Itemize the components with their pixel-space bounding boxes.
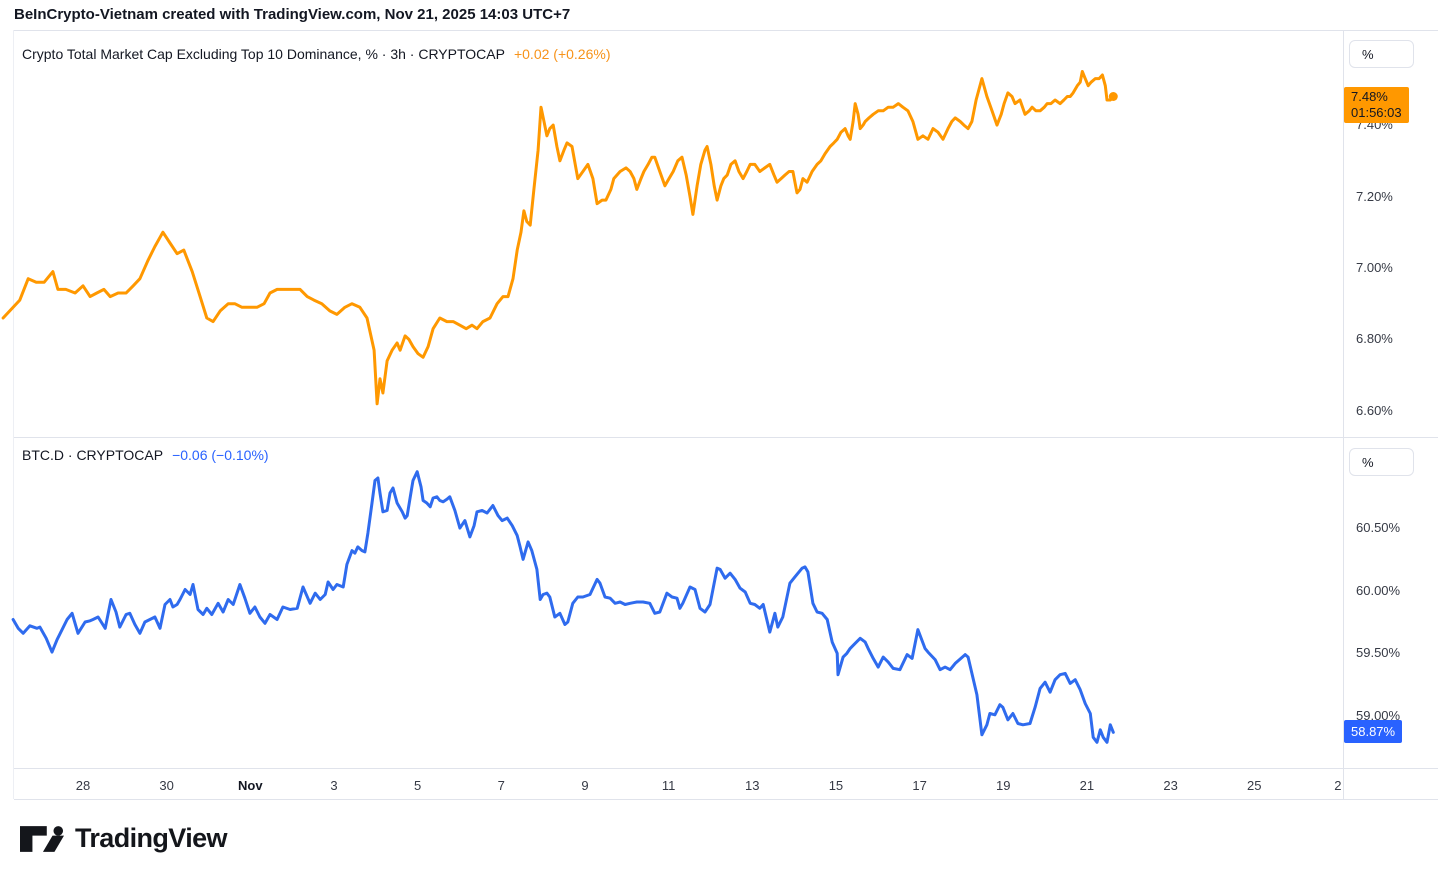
attribution-text: BeInCrypto-Vietnam created with TradingV… [14, 6, 571, 23]
time-tick-label: 3 [330, 778, 338, 793]
panel1-change-value: +0.02 (+0.26%) [513, 46, 611, 62]
time-tick-label: 17 [912, 778, 927, 793]
panel1-legend[interactable]: Crypto Total Market Cap Excluding Top 10… [22, 46, 610, 62]
panel2-title: BTC.D · CRYPTOCAP [22, 447, 164, 463]
price-tick-label: 60.50% [1356, 520, 1401, 536]
time-tick-label: 2 [1334, 778, 1342, 793]
series-line [11, 470, 1115, 744]
btc-dominance-chart[interactable] [0, 437, 1343, 768]
tradingview-logo-icon [20, 825, 64, 852]
plot-left-border [13, 30, 14, 799]
time-tick-label: 23 [1163, 778, 1178, 793]
series-line [1, 70, 1115, 406]
panel1-unit-percent-button[interactable]: % [1349, 40, 1414, 68]
price-axis-separator [1343, 30, 1344, 799]
panel1-unit-label: % [1362, 46, 1374, 62]
time-tick-label: 25 [1247, 778, 1262, 793]
price-tick-label: 7.00% [1356, 259, 1393, 275]
time-tick-label: 9 [581, 778, 589, 793]
time-axis-bottom-border [14, 799, 1438, 800]
time-tick-label: 11 [661, 778, 676, 793]
tradingview-wordmark: TradingView [75, 823, 228, 853]
panel1-last-price-badge: 7.48% 01:56:03 [1344, 87, 1409, 124]
time-axis[interactable] [14, 768, 1343, 799]
panel2-last-price: 58.87% [1351, 724, 1396, 740]
time-axis-top-border [14, 768, 1438, 769]
time-tick-label: 5 [414, 778, 422, 793]
panel1-bar-countdown: 01:56:03 [1351, 105, 1402, 121]
last-value-dot [1108, 92, 1118, 101]
panel2-legend[interactable]: BTC.D · CRYPTOCAP −0.06 (−0.10%) [22, 447, 269, 463]
time-tick-label: Nov [238, 778, 263, 793]
panel2-change-value: −0.06 (−0.10%) [172, 447, 269, 463]
market-cap-ex-top10-dominance-chart[interactable] [0, 30, 1343, 437]
time-tick-label: 19 [996, 778, 1011, 793]
price-tick-label: 59.00% [1356, 708, 1401, 723]
panel2-unit-percent-button[interactable]: % [1349, 448, 1414, 476]
price-tick-label: 7.20% [1356, 188, 1393, 204]
panel1-last-price: 7.48% [1351, 89, 1388, 105]
time-tick-label: 13 [745, 778, 760, 793]
tradingview-logo[interactable]: TradingView [20, 823, 228, 854]
time-tick-label: 15 [828, 778, 844, 793]
time-tick-label: 30 [159, 778, 174, 793]
time-tick-label: 21 [1079, 778, 1095, 793]
time-tick-label: 7 [497, 778, 505, 793]
price-tick-label: 6.60% [1356, 402, 1393, 418]
time-tick-label: 28 [75, 778, 91, 793]
price-tick-label: 59.50% [1356, 645, 1401, 661]
panel2-last-price-badge: 58.87% [1344, 720, 1403, 744]
panel2-unit-label: % [1362, 454, 1374, 470]
pane-top-border [14, 30, 1438, 31]
panel1-title: Crypto Total Market Cap Excluding Top 10… [22, 46, 505, 62]
pane-separator[interactable] [14, 437, 1438, 438]
price-tick-label: 6.80% [1356, 331, 1393, 347]
price-tick-label: 60.00% [1356, 582, 1401, 598]
